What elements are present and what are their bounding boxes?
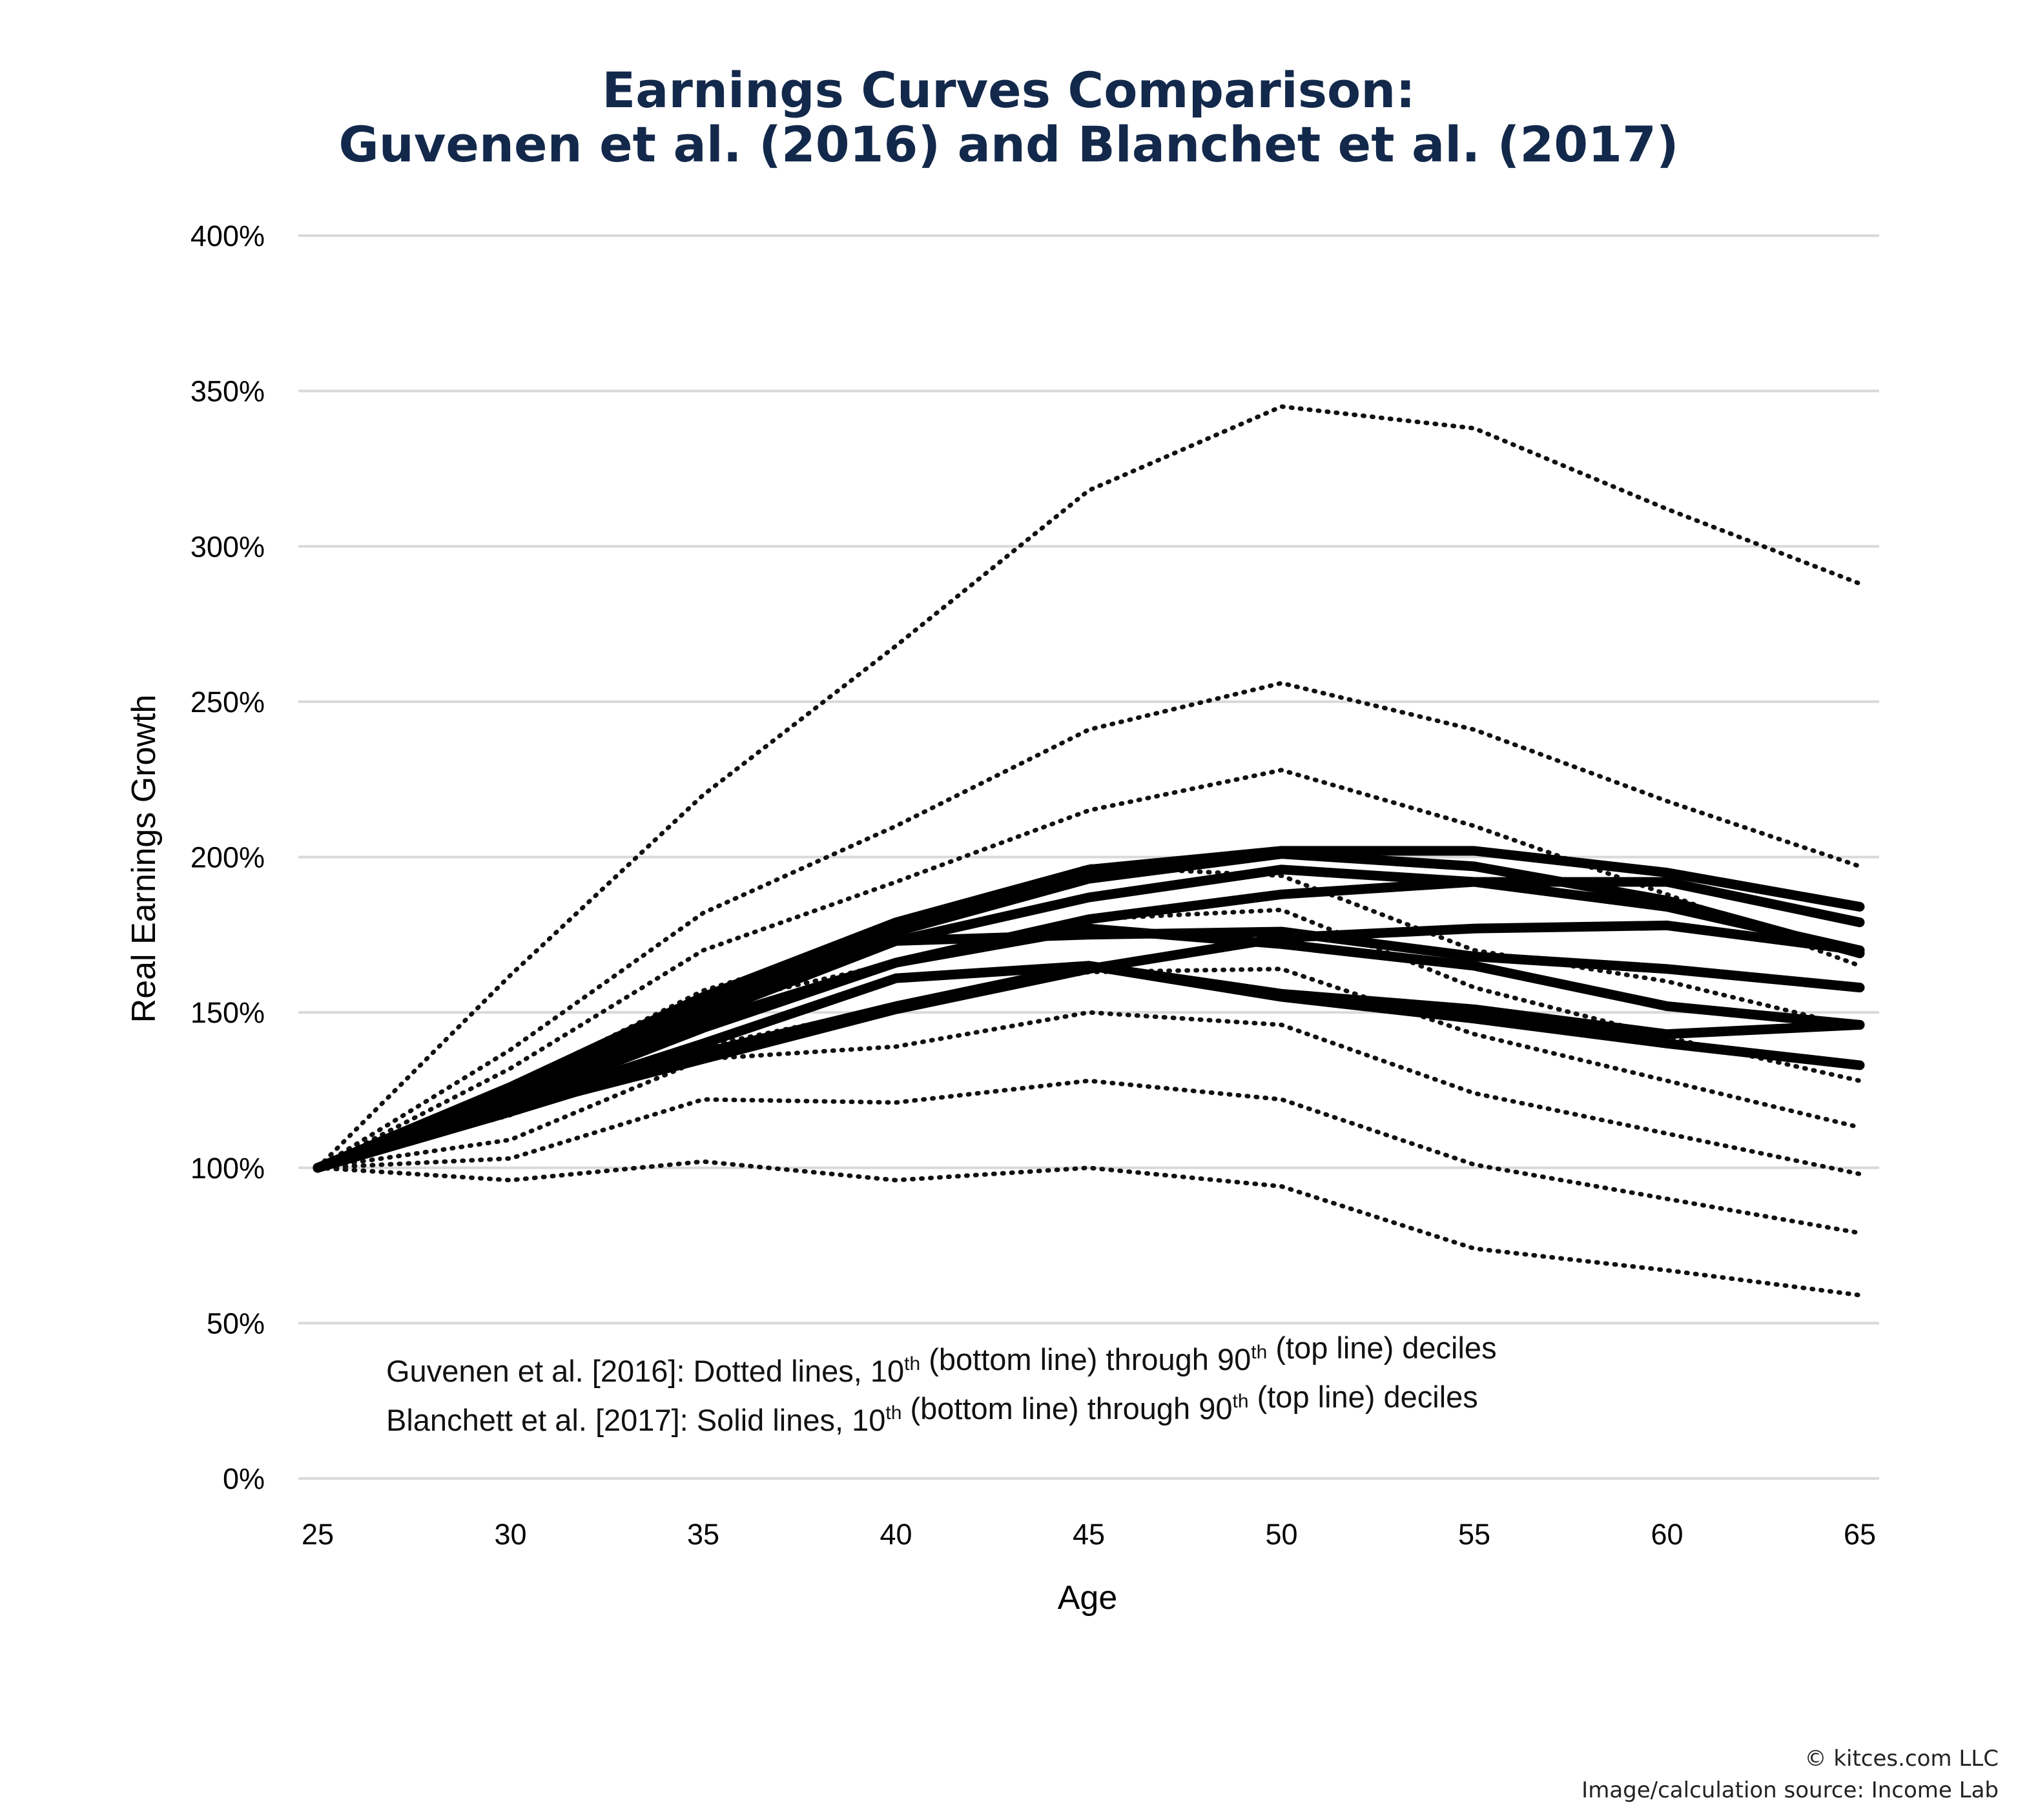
- y-axis-label: Real Earnings Growth: [125, 695, 163, 1023]
- dotted-series-line-8: [315, 680, 1862, 1171]
- y-tick-label: 250%: [190, 686, 265, 719]
- chart-title-line-2: Guvenen et al. (2016) and Blanchet et al…: [338, 116, 1678, 173]
- x-tick-label: 60: [1651, 1518, 1683, 1551]
- x-axis-label: Age: [1058, 1579, 1118, 1617]
- dotted-series-line-3: [315, 1010, 1862, 1176]
- dotted-series-line-2: [315, 1078, 1862, 1236]
- solid-series-line-9: [313, 846, 1865, 1173]
- x-tick-label: 35: [687, 1518, 719, 1551]
- x-tick-label: 45: [1073, 1518, 1105, 1551]
- y-tick-label: 150%: [190, 996, 265, 1029]
- x-tick-label: 40: [880, 1518, 912, 1551]
- annotation-line-2: Blanchett et al. [2017]: Solid lines, 10…: [386, 1380, 1478, 1437]
- y-tick-label: 200%: [190, 841, 265, 874]
- credits: © kitces.com LLC Image/calculation sourc…: [1581, 1746, 1999, 1803]
- x-tick-label: 55: [1458, 1518, 1490, 1551]
- x-tick-label: 50: [1265, 1518, 1297, 1551]
- y-tick-label: 0%: [223, 1462, 265, 1495]
- x-tick-label: 25: [302, 1518, 334, 1551]
- guvenen-dotted-series: [315, 404, 1862, 1298]
- gridlines: [298, 234, 1879, 1480]
- annotation-line-1: Guvenen et al. [2016]: Dotted lines, 10t…: [386, 1331, 1497, 1388]
- solid-series-line-4: [313, 923, 1865, 1173]
- chart-title-line-1: Earnings Curves Comparison:: [602, 61, 1416, 119]
- blanchett-solid-series: [313, 846, 1865, 1173]
- y-tick-label: 400%: [190, 220, 265, 252]
- dotted-series-line-7: [315, 768, 1862, 1171]
- x-tick-label: 30: [494, 1518, 526, 1551]
- x-tick-label: 65: [1844, 1518, 1876, 1551]
- x-axis-tick-labels: 25 30 35 40 45 50 55 60 65: [302, 1518, 1876, 1551]
- copyright-credit: © kitces.com LLC: [1805, 1746, 1999, 1772]
- dotted-series-line-1: [315, 1159, 1862, 1298]
- y-tick-label: 350%: [190, 375, 265, 408]
- solid-series-line-3: [313, 961, 1865, 1173]
- y-tick-label: 300%: [190, 530, 265, 563]
- dotted-series-line-9: [315, 404, 1862, 1171]
- chart-title: Earnings Curves Comparison: Guvenen et a…: [338, 61, 1678, 173]
- y-axis-tick-labels: 0% 50% 100% 150% 200% 250% 300% 350% 400%: [190, 220, 265, 1495]
- legend-annotation: Guvenen et al. [2016]: Dotted lines, 10t…: [386, 1331, 1497, 1437]
- y-tick-label: 100%: [190, 1152, 265, 1185]
- y-tick-label: 50%: [207, 1307, 265, 1340]
- source-credit: Image/calculation source: Income Lab: [1581, 1777, 1999, 1803]
